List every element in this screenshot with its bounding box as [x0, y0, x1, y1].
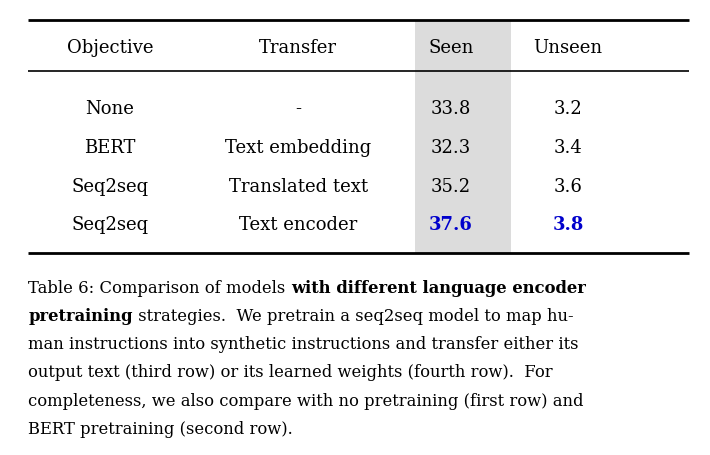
Text: man instructions into synthetic instructions and transfer either its: man instructions into synthetic instruct…	[28, 336, 579, 353]
Text: Seq2seq: Seq2seq	[72, 177, 148, 196]
Text: Unseen: Unseen	[533, 39, 603, 57]
Text: Transfer: Transfer	[259, 39, 337, 57]
Text: 37.6: 37.6	[429, 216, 473, 234]
Text: strategies.  We pretrain a seq2seq model to map hu-: strategies. We pretrain a seq2seq model …	[133, 308, 574, 325]
Text: with different language encoder: with different language encoder	[291, 280, 586, 297]
Text: -: -	[295, 100, 301, 118]
Text: 3.8: 3.8	[552, 216, 584, 234]
Text: Text encoder: Text encoder	[239, 216, 357, 234]
Text: Seq2seq: Seq2seq	[72, 216, 148, 234]
Text: Seen: Seen	[428, 39, 474, 57]
Text: 3.6: 3.6	[554, 177, 582, 196]
Text: 3.2: 3.2	[554, 100, 582, 118]
Text: Objective: Objective	[67, 39, 153, 57]
Text: pretraining: pretraining	[28, 308, 133, 325]
Text: output text (third row) or its learned weights (fourth row).  For: output text (third row) or its learned w…	[28, 364, 553, 381]
Text: 3.4: 3.4	[554, 139, 582, 157]
Text: completeness, we also compare with no pretraining (first row) and: completeness, we also compare with no pr…	[28, 393, 584, 410]
Text: None: None	[86, 100, 134, 118]
Text: BERT pretraining (second row).: BERT pretraining (second row).	[28, 421, 293, 438]
Text: Text embedding: Text embedding	[225, 139, 371, 157]
Text: Table 6: Comparison of models: Table 6: Comparison of models	[28, 280, 291, 297]
Text: 35.2: 35.2	[431, 177, 471, 196]
Text: 33.8: 33.8	[431, 100, 471, 118]
Text: 32.3: 32.3	[431, 139, 471, 157]
Text: BERT: BERT	[84, 139, 136, 157]
Text: Translated text: Translated text	[229, 177, 368, 196]
